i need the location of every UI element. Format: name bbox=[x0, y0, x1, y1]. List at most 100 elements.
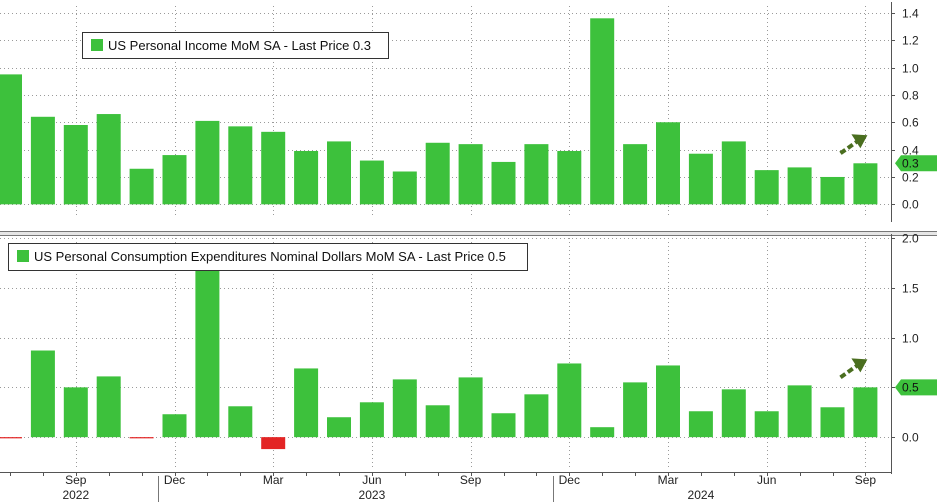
income-y-ticks: 0.0 0.2 0.4 0.6 0.8 1.0 1.2 1.4 bbox=[891, 7, 919, 212]
income-last-price-badge: 0.3 bbox=[895, 155, 937, 172]
income-legend-swatch bbox=[91, 39, 103, 51]
bar bbox=[458, 144, 483, 205]
x-tick-label: Sep bbox=[855, 473, 877, 487]
arrow-head bbox=[851, 134, 868, 149]
bar bbox=[623, 382, 648, 438]
bar bbox=[228, 406, 253, 438]
x-tick-label: Mar bbox=[658, 473, 679, 487]
bar bbox=[294, 150, 319, 205]
bar bbox=[261, 437, 286, 450]
panel-divider bbox=[0, 231, 937, 236]
bar bbox=[754, 170, 779, 205]
bar bbox=[524, 144, 549, 205]
bar bbox=[0, 437, 22, 439]
y-tick-label: 1.0 bbox=[902, 332, 919, 346]
bar bbox=[195, 259, 220, 438]
bar bbox=[261, 131, 286, 205]
bar bbox=[688, 153, 713, 205]
year-label: 2024 bbox=[688, 488, 715, 502]
bar bbox=[787, 167, 812, 205]
bar bbox=[129, 437, 154, 439]
bar bbox=[30, 116, 55, 205]
pce-panel: 0.00.51.01.52.0 0.5 US Personal Consumpt… bbox=[0, 232, 937, 474]
bar bbox=[425, 142, 450, 205]
x-tick-label: Mar bbox=[263, 473, 284, 487]
bar bbox=[0, 74, 22, 205]
y-tick-label: 0.2 bbox=[902, 171, 919, 185]
bar bbox=[96, 114, 121, 205]
bar bbox=[721, 389, 746, 438]
bar bbox=[656, 365, 680, 438]
bar bbox=[590, 18, 615, 205]
bar bbox=[392, 171, 417, 205]
y-tick-label: 1.5 bbox=[902, 282, 919, 296]
bar bbox=[195, 120, 220, 205]
y-tick-label: 1.4 bbox=[902, 7, 919, 21]
income-last-price-label: 0.3 bbox=[902, 156, 919, 170]
bar bbox=[491, 413, 516, 438]
x-tick-label: Jun bbox=[362, 473, 381, 487]
bar bbox=[294, 368, 319, 438]
bar bbox=[458, 377, 483, 438]
arrow-shaft bbox=[839, 139, 859, 155]
bar bbox=[162, 414, 187, 438]
pce-last-price-badge: 0.5 bbox=[895, 379, 937, 396]
year-label: 2023 bbox=[359, 488, 386, 502]
arrow-head bbox=[851, 358, 868, 373]
income-arrow-icon bbox=[839, 134, 868, 155]
x-tick-label: Sep bbox=[460, 473, 482, 487]
pce-arrow-icon bbox=[839, 358, 868, 379]
bar bbox=[557, 150, 582, 205]
pce-legend: US Personal Consumption Expenditures Nom… bbox=[8, 243, 528, 271]
pce-bars bbox=[0, 259, 878, 450]
x-tick-label: Sep bbox=[65, 473, 87, 487]
y-tick-label: 1.0 bbox=[902, 62, 919, 76]
bar bbox=[491, 161, 516, 205]
bar bbox=[327, 417, 351, 438]
bar bbox=[425, 405, 450, 438]
bar bbox=[129, 168, 154, 205]
x-tick-label: Dec bbox=[164, 473, 185, 487]
income-legend-label: US Personal Income MoM SA - Last Price 0… bbox=[108, 38, 371, 53]
bar bbox=[853, 163, 878, 205]
income-legend: US Personal Income MoM SA - Last Price 0… bbox=[82, 32, 389, 59]
x-tick-label: Dec bbox=[559, 473, 580, 487]
bar bbox=[162, 155, 187, 205]
y-tick-label: 1.2 bbox=[902, 34, 919, 48]
bar bbox=[656, 122, 680, 205]
bar bbox=[228, 126, 253, 205]
bar bbox=[63, 387, 88, 438]
x-tick-label: Jun bbox=[757, 473, 776, 487]
bar bbox=[754, 411, 779, 438]
bar bbox=[30, 350, 55, 438]
pce-legend-swatch bbox=[17, 250, 29, 262]
y-tick-label: 0.0 bbox=[902, 431, 919, 445]
income-bars bbox=[0, 18, 878, 205]
bar bbox=[359, 160, 384, 205]
pce-legend-label: US Personal Consumption Expenditures Nom… bbox=[34, 249, 506, 264]
y-tick-label: 0.0 bbox=[902, 198, 919, 212]
y-tick-label: 0.8 bbox=[902, 89, 919, 103]
pce-last-price-label: 0.5 bbox=[902, 380, 919, 394]
year-label: 2022 bbox=[62, 488, 89, 502]
bar bbox=[524, 394, 549, 438]
bar bbox=[590, 427, 615, 438]
bar bbox=[623, 144, 648, 205]
bar bbox=[688, 411, 713, 438]
bar bbox=[557, 363, 582, 438]
bar bbox=[63, 124, 88, 205]
y-tick-label: 0.4 bbox=[902, 144, 919, 158]
bar bbox=[359, 402, 384, 438]
bar bbox=[853, 387, 878, 438]
bar bbox=[721, 141, 746, 205]
y-tick-label: 2.0 bbox=[902, 232, 919, 246]
income-panel: 0.0 0.2 0.4 0.6 0.8 1.0 1.2 1.4 0.3 US Personal… bbox=[0, 2, 937, 222]
bar bbox=[96, 376, 121, 438]
y-tick-label: 0.6 bbox=[902, 116, 919, 130]
bar bbox=[820, 176, 845, 205]
bar bbox=[787, 385, 812, 438]
bar bbox=[392, 379, 417, 438]
bar bbox=[820, 407, 845, 438]
